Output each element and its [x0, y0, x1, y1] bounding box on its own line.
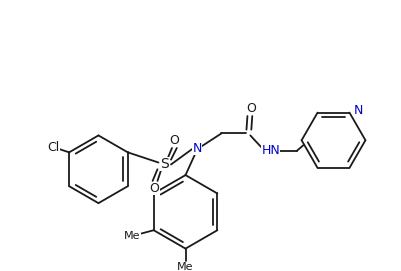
- Text: O: O: [246, 102, 255, 115]
- Text: Me: Me: [124, 231, 140, 241]
- Text: Cl: Cl: [47, 141, 60, 154]
- Text: S: S: [160, 157, 168, 172]
- Text: HN: HN: [261, 144, 279, 157]
- Text: O: O: [168, 134, 178, 147]
- Text: N: N: [352, 104, 362, 117]
- Text: N: N: [192, 143, 201, 156]
- Text: Me: Me: [177, 262, 193, 271]
- Text: O: O: [149, 182, 159, 195]
